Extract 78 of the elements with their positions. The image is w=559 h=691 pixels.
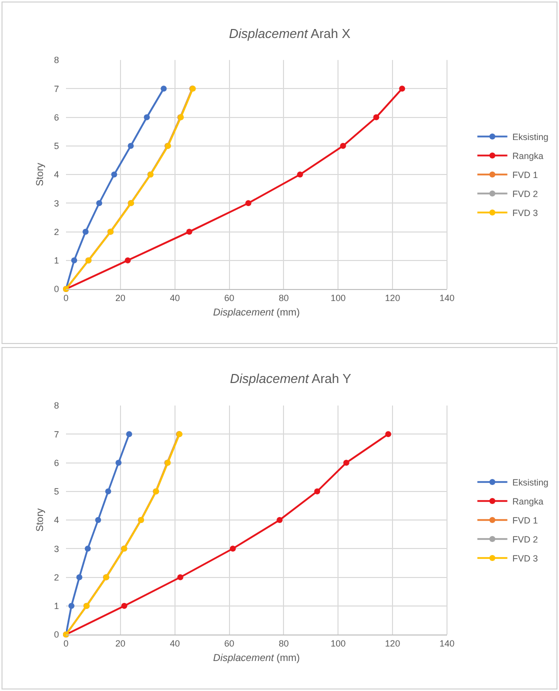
x-tick-label: 140 xyxy=(439,292,455,303)
point xyxy=(82,228,89,235)
point xyxy=(245,200,252,206)
x-axis-title: Displacement (mm) xyxy=(213,652,300,664)
y-tick-label: 5 xyxy=(54,141,59,152)
chart-title: Displacement Arah X xyxy=(229,26,351,41)
y-tick-label: 7 xyxy=(54,429,59,440)
y-axis-title: Story xyxy=(34,508,46,532)
point xyxy=(126,431,132,438)
x-tick-label: 20 xyxy=(115,638,126,648)
x-tick-label: 80 xyxy=(278,638,289,648)
y-tick-label: 8 xyxy=(54,55,59,66)
y-tick-label: 3 xyxy=(54,544,59,554)
point xyxy=(84,546,91,552)
x-tick-label: 100 xyxy=(330,292,346,303)
legend-label: FVD 1 xyxy=(512,170,538,180)
x-tick-label: 120 xyxy=(385,292,400,303)
point xyxy=(121,602,128,609)
x-tick-label: 120 xyxy=(385,638,400,648)
point xyxy=(385,431,392,438)
legend-label: FVD 2 xyxy=(512,189,538,200)
y-tick-label: 0 xyxy=(54,284,59,294)
x-tick-label: 40 xyxy=(170,638,180,648)
point xyxy=(314,488,320,494)
point xyxy=(297,172,304,178)
y-tick-label: 7 xyxy=(54,84,59,94)
y-tick-label: 0 xyxy=(54,630,59,640)
point xyxy=(105,488,112,494)
x-tick-label: 40 xyxy=(170,292,180,303)
y-axis-title: Story xyxy=(34,162,46,186)
point xyxy=(373,114,380,120)
point xyxy=(340,142,346,149)
x-tick-label: 60 xyxy=(224,638,234,648)
point xyxy=(68,602,74,609)
x-tick-label: 60 xyxy=(224,292,234,303)
y-tick-label: 6 xyxy=(54,458,59,468)
y-tick-label: 5 xyxy=(54,486,59,497)
y-tick-label: 2 xyxy=(54,572,59,582)
point xyxy=(71,257,78,264)
y-tick-label: 4 xyxy=(54,170,59,180)
point xyxy=(116,460,122,466)
legend-label: FVD 2 xyxy=(512,534,538,545)
point xyxy=(96,200,102,206)
point xyxy=(160,86,167,92)
y-tick-label: 2 xyxy=(54,226,59,237)
point xyxy=(177,574,184,580)
legend-label: FVD 1 xyxy=(512,516,538,526)
x-tick-label: 0 xyxy=(63,292,69,303)
point xyxy=(76,574,82,580)
legend-label: FVD 3 xyxy=(512,554,538,564)
point xyxy=(276,517,283,523)
legend-label: Eksisting xyxy=(512,478,548,488)
point xyxy=(399,86,406,92)
point xyxy=(343,460,350,466)
legend-label: Eksisting xyxy=(512,132,548,142)
legend-label: Rangka xyxy=(512,496,544,507)
point xyxy=(144,114,150,120)
y-tick-label: 8 xyxy=(54,400,59,411)
x-tick-label: 0 xyxy=(63,638,69,648)
point xyxy=(124,257,131,264)
point xyxy=(95,517,102,523)
chart-title: Displacement Arah Y xyxy=(230,371,352,386)
y-tick-label: 3 xyxy=(54,198,59,208)
x-tick-label: 20 xyxy=(115,292,126,303)
x-tick-label: 140 xyxy=(439,638,455,648)
point xyxy=(186,228,192,235)
x-tick-label: 80 xyxy=(278,292,289,303)
y-tick-label: 6 xyxy=(54,112,59,122)
x-tick-label: 100 xyxy=(330,638,346,648)
y-tick-label: 4 xyxy=(54,515,59,526)
legend-label: FVD 3 xyxy=(512,208,538,218)
y-tick-label: 1 xyxy=(54,601,59,612)
point xyxy=(128,142,134,149)
legend-label: Rangka xyxy=(512,151,544,162)
point xyxy=(230,546,236,552)
x-axis-title: Displacement (mm) xyxy=(213,307,300,318)
y-tick-label: 1 xyxy=(54,256,59,266)
point xyxy=(111,172,118,178)
